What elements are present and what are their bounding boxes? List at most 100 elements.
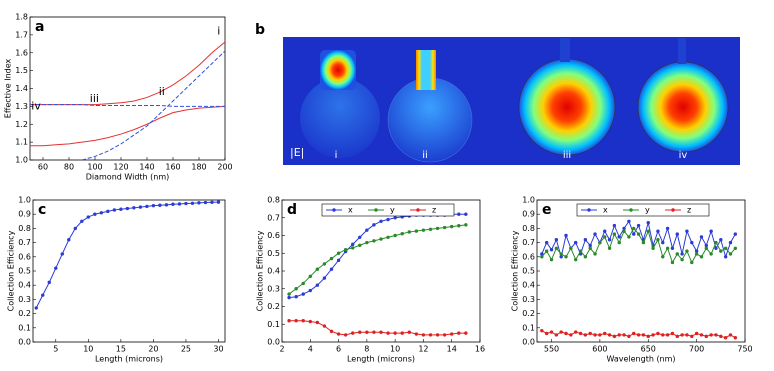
data-point <box>733 336 738 340</box>
data-point <box>656 238 660 242</box>
data-point <box>661 333 665 337</box>
data-point <box>690 260 694 265</box>
data-point <box>336 258 341 263</box>
annotation: iii <box>90 92 99 105</box>
data-point <box>603 229 607 233</box>
data-point <box>358 235 362 239</box>
data-point <box>414 229 419 233</box>
x-tick-label: 14 <box>447 345 457 354</box>
panel-label: e <box>542 202 552 218</box>
data-point <box>723 336 728 340</box>
y-tick-label: 0.4 <box>267 267 280 276</box>
data-point <box>549 330 554 334</box>
data-point <box>540 255 544 259</box>
data-point <box>564 331 568 336</box>
map-waveguide <box>678 38 686 64</box>
data-point <box>47 280 51 285</box>
data-point <box>665 333 670 337</box>
y-tick-label: 1.6 <box>15 48 28 57</box>
data-point <box>351 242 355 247</box>
data-point <box>685 249 689 253</box>
data-point <box>315 283 320 287</box>
data-point <box>588 331 592 336</box>
data-point <box>421 333 426 337</box>
data-point <box>559 255 563 259</box>
data-point <box>549 248 554 252</box>
data-point <box>203 200 208 205</box>
data-point <box>322 262 327 266</box>
data-point <box>694 249 699 253</box>
data-point <box>719 334 723 339</box>
data-point <box>583 255 588 259</box>
x-axis-label: Length (microns) <box>347 355 415 364</box>
data-point <box>564 255 568 259</box>
data-point <box>379 219 383 223</box>
data-point <box>457 331 461 335</box>
data-point <box>564 233 568 238</box>
y-tick-label: 0.3 <box>522 295 535 304</box>
data-point <box>386 235 390 239</box>
x-tick-label: 200 <box>217 163 232 172</box>
data-point <box>73 226 78 231</box>
data-point <box>661 255 665 259</box>
y-axis-label: Collection Efficiency <box>256 230 265 311</box>
x-axis-label: Wavelength (nm) <box>606 355 675 364</box>
data-point <box>358 330 362 334</box>
data-point <box>622 333 626 337</box>
data-point <box>704 243 709 248</box>
data-point <box>164 203 169 207</box>
data-point <box>573 257 578 262</box>
data-point <box>588 246 592 250</box>
data-point <box>177 202 182 206</box>
data-point <box>464 212 468 216</box>
data-point <box>714 240 718 245</box>
data-point <box>593 333 597 337</box>
y-tick-label: 1.0 <box>15 156 28 165</box>
y-tick-label: 1.3 <box>15 102 28 111</box>
data-point <box>151 203 156 208</box>
data-point <box>675 232 679 236</box>
data-point <box>583 238 588 242</box>
data-point <box>728 252 733 256</box>
data-point <box>670 260 675 265</box>
x-axis-label: Diamond Width (nm) <box>86 173 170 182</box>
y-tick-label: 0.2 <box>18 309 31 318</box>
map-label: iii <box>563 150 571 161</box>
data-point <box>294 295 298 299</box>
map-waveguide <box>320 50 356 90</box>
data-point <box>544 240 549 245</box>
x-tick-label: 4 <box>308 345 313 354</box>
series-line <box>81 50 226 161</box>
data-point <box>709 333 713 337</box>
data-point <box>210 200 214 204</box>
legend-label: x <box>348 206 353 215</box>
legend-label: y <box>390 206 395 215</box>
data-point <box>119 207 123 211</box>
data-point <box>351 246 355 250</box>
y-tick-label: 1.4 <box>15 84 28 93</box>
data-point <box>414 332 419 336</box>
data-point <box>93 212 97 216</box>
data-point <box>699 255 704 259</box>
map-label: ii <box>422 150 428 161</box>
colorbar-label: |E| <box>290 146 304 159</box>
data-point <box>685 229 689 233</box>
x-tick-label: 100 <box>87 163 102 172</box>
x-tick-label: 120 <box>113 163 128 172</box>
data-point <box>632 232 636 236</box>
data-point <box>694 252 699 256</box>
data-point <box>145 204 149 209</box>
x-tick-label: 2 <box>279 345 284 354</box>
data-point <box>603 331 607 336</box>
y-tick-label: 1.5 <box>15 66 28 75</box>
annotation: ii <box>159 85 165 98</box>
data-point <box>400 232 404 236</box>
data-point <box>407 230 411 234</box>
data-point <box>86 215 91 219</box>
data-point <box>617 333 621 337</box>
x-tick-label: 140 <box>139 163 154 172</box>
data-point <box>728 333 733 337</box>
data-point <box>694 331 699 336</box>
map-disk <box>387 77 473 163</box>
